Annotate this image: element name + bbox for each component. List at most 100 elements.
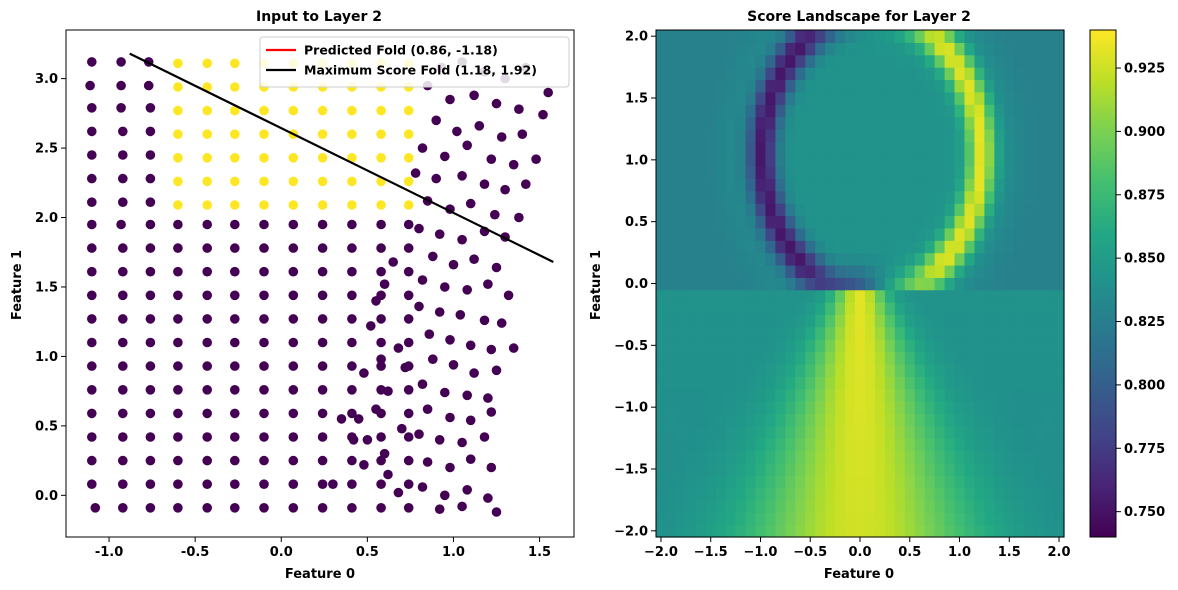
scatter-point-class_0 (424, 329, 435, 340)
heatmap-cell (656, 91, 667, 105)
heatmap-y-label: Feature 1 (589, 250, 604, 320)
heatmap-cell (765, 54, 777, 68)
heatmap-cell (705, 141, 717, 155)
heatmap-cell (914, 215, 926, 229)
heatmap-cell (675, 42, 687, 56)
heatmap-cell (1024, 363, 1035, 377)
heatmap-cell (745, 264, 757, 278)
heatmap-cell (665, 326, 677, 340)
heatmap-cell (934, 524, 946, 538)
heatmap-cell (1014, 450, 1025, 464)
scatter-point-class_1 (403, 129, 414, 139)
heatmap-cell (904, 128, 916, 142)
heatmap-cell (904, 91, 916, 105)
heatmap-cell (765, 425, 777, 439)
scatter-point-class_0 (317, 479, 328, 490)
heatmap-cell (944, 116, 956, 130)
heatmap-cell (795, 487, 806, 501)
heatmap-cell (715, 178, 727, 192)
heatmap-cell (904, 314, 916, 328)
heatmap-cell (775, 351, 786, 365)
heatmap-cell (665, 203, 677, 217)
heatmap-cell (974, 351, 985, 365)
heatmap-cell (725, 277, 737, 291)
scatter-y-ticks: 0.00.51.01.52.02.53.0 (35, 72, 66, 504)
heatmap-cell (725, 264, 737, 278)
heatmap-cell (864, 376, 876, 390)
scatter-point-class_0 (230, 337, 240, 348)
heatmap-cell (735, 215, 747, 229)
heatmap-cell (665, 215, 677, 229)
heatmap-cell (874, 302, 886, 316)
heatmap-cell (755, 30, 767, 43)
colorbar (1089, 29, 1117, 538)
heatmap-cell (795, 190, 806, 204)
heatmap-cell (755, 499, 767, 513)
heatmap-cell (765, 215, 777, 229)
heatmap-cell (845, 190, 856, 204)
heatmap-cell (934, 215, 946, 229)
scatter-point-class_0 (397, 423, 407, 434)
heatmap-cell (934, 438, 946, 452)
scatter-point-class_0 (173, 314, 183, 324)
heatmap-cell (705, 487, 717, 501)
scatter-point-class_0 (457, 437, 467, 448)
heatmap-cell (656, 227, 667, 241)
scatter-point-class_1 (347, 105, 357, 116)
scatter-point-class_0 (431, 115, 442, 126)
heatmap-cell (685, 524, 697, 538)
heatmap-cell (765, 289, 777, 303)
scatter-point-class_1 (288, 105, 299, 116)
heatmap-cell (974, 203, 985, 217)
heatmap-cell (994, 116, 1005, 130)
heatmap-cell (1054, 166, 1065, 179)
scatter-point-class_0 (517, 129, 528, 139)
heatmap-cell (845, 166, 856, 179)
heatmap-cell (775, 326, 786, 340)
heatmap-cell (944, 30, 956, 43)
x-tick-label: 1.5 (998, 545, 1021, 560)
heatmap-cell (864, 264, 876, 278)
heatmap-cell (725, 166, 737, 179)
heatmap-cell (835, 277, 846, 291)
heatmap-cell (825, 277, 836, 291)
heatmap-cell (924, 462, 936, 476)
heatmap-cell (705, 264, 717, 278)
heatmap-cell (934, 302, 946, 316)
heatmap-cell (944, 190, 956, 204)
scatter-point-class_0 (145, 432, 156, 442)
scatter-point-class_0 (230, 314, 240, 324)
heatmap-cell (675, 339, 687, 353)
heatmap-cell (695, 203, 707, 217)
heatmap-cell (904, 363, 916, 377)
heatmap-cell (845, 475, 856, 489)
heatmap-cell (1044, 153, 1055, 167)
heatmap-cell (675, 425, 687, 439)
scatter-point-class_0 (479, 179, 490, 189)
heatmap-cell (994, 240, 1005, 254)
heatmap-cell (1004, 499, 1015, 513)
heatmap-cell (954, 376, 966, 390)
heatmap-cell (675, 450, 687, 464)
scatter-point-class_0 (87, 361, 97, 371)
heatmap-cell (914, 91, 926, 105)
scatter-x-label: Feature 0 (285, 567, 355, 582)
scatter-point-class_0 (230, 243, 240, 253)
heatmap-cell (835, 524, 846, 538)
heatmap-cell (994, 438, 1005, 452)
heatmap-cell (1024, 524, 1035, 538)
heatmap-cell (1034, 67, 1045, 81)
heatmap-cell (775, 487, 786, 501)
heatmap-cell (785, 413, 796, 427)
heatmap-cell (765, 524, 777, 538)
scatter-point-class_0 (87, 385, 97, 395)
heatmap-cell (825, 67, 836, 81)
heatmap-cell (656, 166, 667, 179)
heatmap-cell (924, 388, 936, 402)
heatmap-cell (765, 277, 777, 291)
heatmap-cell (934, 227, 946, 241)
heatmap-cell (974, 376, 985, 390)
scatter-point-class_0 (376, 361, 386, 371)
heatmap-cell (835, 116, 846, 130)
scatter-point-class_1 (347, 129, 357, 139)
